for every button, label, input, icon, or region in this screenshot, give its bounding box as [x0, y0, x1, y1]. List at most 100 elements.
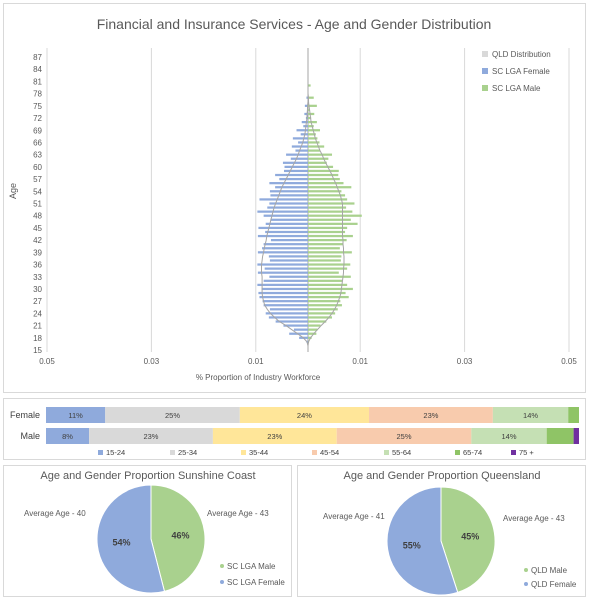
stacked-bar-panel: Female 11% 25% 24% 23% 14% Male 8% 23% 23% 25% 14% …	[3, 398, 586, 460]
pyramid-bar-male	[308, 133, 316, 136]
pyramid-y-tick-label: 60	[33, 163, 42, 172]
stacked-bar-segment	[546, 428, 574, 444]
pyramid-y-tick-label: 54	[33, 187, 42, 196]
pie-slice-label: 55%	[403, 541, 421, 551]
pyramid-bar-female	[269, 308, 308, 311]
stacked-bar-data-label: 14%	[523, 411, 538, 420]
stacked-bar-segment	[105, 407, 240, 423]
pyramid-bar-male	[308, 259, 341, 262]
pyramid-bar-female	[262, 300, 308, 303]
pie-sunshine-coast-panel: Age and Gender Proportion Sunshine Coast…	[3, 465, 292, 597]
pyramid-bar-male	[308, 316, 333, 319]
stacked-bar-data-label: 14%	[502, 432, 517, 441]
pyramid-bar-male	[308, 84, 311, 87]
pyramid-y-axis-label: Age	[8, 183, 18, 199]
pie2-male-annotation: Average Age - 43	[503, 514, 565, 523]
stacked-bar-data-label: 23%	[423, 411, 438, 420]
stacked-bar-legend-label: 15-24	[106, 448, 125, 457]
pyramid-bar-male	[308, 279, 343, 282]
pyramid-y-tick-label: 21	[33, 322, 42, 331]
pie-sunshine-coast: Age and Gender Proportion Sunshine Coast…	[24, 470, 285, 594]
pie-slice	[440, 486, 496, 593]
pyramid-bar-female	[291, 145, 308, 148]
stacked-bar-legend-swatch	[511, 450, 516, 455]
pyramid-y-tick-label: 39	[33, 248, 42, 257]
pie1-legend-female: SC LGA Female	[227, 578, 285, 587]
pyramid-bar-female	[275, 320, 308, 323]
pyramid-bar-female	[295, 149, 308, 152]
stacked-bar-legend-label: 55-64	[392, 448, 411, 457]
pie2-legend-female: QLD Female	[531, 580, 577, 589]
pyramid-bar-male	[308, 157, 329, 160]
stacked-bar-data-label: 23%	[267, 432, 282, 441]
pyramid-legend: QLD Distribution SC LGA Female SC LGA Ma…	[482, 50, 551, 93]
pyramid-bar-female	[259, 198, 308, 201]
pyramid-bar-male	[308, 173, 339, 177]
pyramid-bar-female	[290, 157, 308, 160]
pyramid-x-tick-label: 0.03	[457, 357, 473, 366]
stacked-bar-legend-label: 65-74	[463, 448, 482, 457]
pyramid-y-tick-label: 51	[33, 200, 42, 209]
pie1-female-annotation: Average Age - 40	[24, 509, 86, 518]
pyramid-bar-female	[258, 291, 308, 295]
pyramid-bar-male	[308, 336, 312, 339]
pie2-female-annotation: Average Age - 41	[323, 512, 385, 521]
pie-slice	[386, 486, 459, 596]
pyramid-y-tick-label: 69	[33, 126, 42, 135]
pyramid-bar-female	[293, 328, 308, 331]
pyramid-title: Financial and Insurance Services - Age a…	[97, 16, 492, 32]
pyramid-bar-male	[308, 145, 325, 148]
pyramid-bar-male	[308, 202, 355, 205]
pyramid-y-tick-label: 15	[33, 346, 42, 355]
pyramid-bar-female	[257, 263, 308, 266]
legend-label-qld: QLD Distribution	[492, 50, 551, 59]
pyramid-bar-female	[269, 190, 308, 193]
stacked-bar-segment	[239, 407, 370, 423]
pyramid-bar-female	[257, 234, 308, 238]
pyramid-x-tick-label: 0.01	[248, 357, 264, 366]
pyramid-y-tick-label: 84	[33, 65, 42, 74]
pyramid-bar-male	[308, 328, 318, 331]
pyramid-bar-female	[263, 279, 308, 282]
stacked-bar-legend-swatch	[241, 450, 246, 455]
pyramid-y-tick-label: 87	[33, 53, 42, 62]
pyramid-bar-male	[308, 177, 340, 181]
pyramid-bar-female	[283, 324, 308, 327]
legend-swatch-male	[482, 85, 488, 91]
pie2-legend-female-swatch	[524, 582, 528, 586]
pyramid-bar-male	[308, 222, 358, 225]
pyramid-bar-male	[308, 295, 349, 299]
stacked-bar-segment	[46, 428, 90, 444]
stacked-bar-legend-label: 35-44	[249, 448, 268, 457]
pyramid-bar-male	[308, 186, 352, 189]
pyramid-y-tick-label: 57	[33, 175, 42, 184]
pyramid-y-tick-label: 45	[33, 224, 42, 233]
pyramid-bar-female	[289, 332, 308, 335]
stacked-bar-segment	[336, 428, 472, 444]
pyramid-bar-male	[308, 214, 362, 217]
pyramid-bar-male	[308, 320, 327, 323]
pyramid-bar-female	[269, 182, 308, 185]
pyramid-y-tick-label: 48	[33, 212, 42, 221]
stacked-bar-data-label: 24%	[297, 411, 312, 420]
pie2-legend-male: QLD Male	[531, 566, 568, 575]
pyramid-y-tick-label: 78	[33, 90, 42, 99]
pyramid-bar-male	[308, 104, 317, 107]
pyramid-bar-female	[262, 247, 308, 250]
pyramid-bar-male	[308, 161, 327, 164]
pyramid-bar-male	[308, 267, 348, 270]
pyramid-bar-male	[308, 120, 317, 124]
pyramid-bar-female	[270, 218, 308, 221]
pyramid-bar-male	[308, 287, 353, 291]
pyramid-bar-male	[308, 332, 317, 335]
pyramid-bar-male	[308, 251, 352, 254]
pyramid-bar-female	[301, 120, 308, 124]
stacked-bar-segment	[492, 407, 569, 423]
pyramid-bar-female	[269, 202, 308, 205]
pyramid-bar-male	[308, 226, 348, 230]
pyramid-bar-female	[275, 173, 308, 177]
stacked-bar-segment	[212, 428, 337, 444]
pyramid-bar-female	[265, 230, 308, 234]
pyramid-y-tick-label: 63	[33, 151, 42, 160]
pyramid-bar-male	[308, 125, 314, 128]
